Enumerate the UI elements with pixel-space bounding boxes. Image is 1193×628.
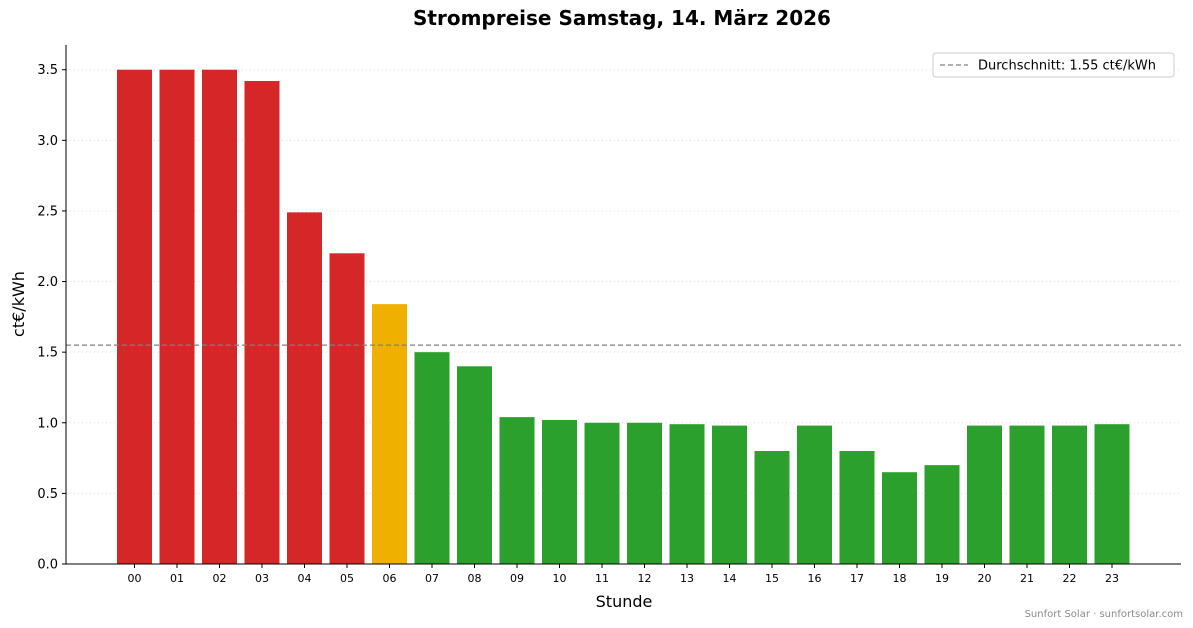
x-tick-label: 19: [935, 572, 949, 585]
x-tick-label: 08: [468, 572, 482, 585]
y-tick-label: 0.5: [37, 487, 58, 502]
bar-hour-15: [754, 451, 790, 564]
x-tick-label: 14: [723, 572, 737, 585]
y-tick-label: 2.0: [37, 275, 58, 290]
bar-hour-02: [202, 69, 237, 564]
x-tick-label: 02: [213, 572, 227, 585]
x-tick-label: 21: [1020, 572, 1034, 585]
y-tick-label: 3.5: [37, 63, 58, 78]
y-axis-label: ct€/kWh: [9, 271, 28, 337]
bars: [117, 69, 1130, 565]
bar-hour-07: [414, 352, 450, 564]
x-axis-label: Stunde: [596, 592, 653, 611]
bar-hour-16: [797, 425, 832, 564]
x-tick-label: 03: [255, 572, 269, 585]
bar-hour-13: [669, 424, 705, 564]
bar-hour-17: [839, 451, 875, 564]
x-tick-label: 04: [298, 572, 312, 585]
bar-hour-22: [1052, 425, 1087, 564]
bar-hour-09: [499, 417, 535, 564]
bar-hour-08: [457, 366, 492, 564]
x-tick-label: 20: [978, 572, 992, 585]
bar-hour-12: [627, 422, 662, 564]
bar-hour-04: [287, 212, 322, 564]
x-tick-label: 22: [1063, 572, 1077, 585]
x-tick-label: 00: [128, 572, 142, 585]
x-tick-label: 16: [808, 572, 822, 585]
x-tick-label: 05: [340, 572, 354, 585]
bar-hour-21: [1009, 425, 1045, 564]
x-tick-label: 09: [510, 572, 524, 585]
x-tick-label: 15: [765, 572, 779, 585]
x-tick-label: 11: [595, 572, 609, 585]
x-tick-label: 06: [383, 572, 397, 585]
bar-hour-01: [159, 69, 195, 564]
x-tick-label: 17: [850, 572, 864, 585]
legend-box: [932, 52, 1175, 78]
x-tick-label: 10: [553, 572, 567, 585]
y-tick-label: 2.5: [37, 204, 58, 219]
y-tick-label: 1.5: [37, 346, 58, 361]
bar-hour-19: [924, 465, 960, 564]
y-ticks: 0.0 0.5 1.0 1.5 2.0 2.5 3.0 3.5: [37, 63, 66, 573]
bar-hour-14: [712, 425, 747, 564]
x-tick-label: 07: [425, 572, 439, 585]
x-tick-label: 13: [680, 572, 694, 585]
bar-hour-06: [372, 304, 407, 564]
y-tick-label: 3.0: [37, 134, 58, 149]
bar-hour-00: [117, 69, 152, 564]
chart-title: Strompreise Samstag, 14. März 2026: [413, 6, 831, 30]
x-tick-label: 12: [638, 572, 652, 585]
bar-hour-23: [1094, 424, 1130, 564]
legend: Durchschnitt: 1.55 ct€/kWh: [932, 52, 1175, 78]
x-ticks: 00 01 02 03 04 05 06 07 08 09 10 11 12 13 14 15 16 17 18 19…: [128, 564, 1119, 585]
footer-credit: Sunfort Solar · sunfortsolar.com: [1025, 609, 1183, 620]
bar-hour-03: [244, 81, 280, 565]
legend-label: Durchschnitt: 1.55 ct€/kWh: [978, 59, 1156, 74]
x-tick-label: 01: [170, 572, 184, 585]
y-tick-label: 0.0: [37, 558, 58, 573]
bar-hour-18: [882, 472, 917, 564]
bar-hour-05: [329, 253, 365, 564]
x-tick-label: 18: [893, 572, 907, 585]
bar-hour-10: [542, 419, 577, 564]
bar-hour-20: [967, 425, 1002, 564]
x-tick-label: 23: [1105, 572, 1119, 585]
y-tick-label: 1.0: [37, 416, 58, 431]
bar-hour-11: [584, 422, 620, 564]
